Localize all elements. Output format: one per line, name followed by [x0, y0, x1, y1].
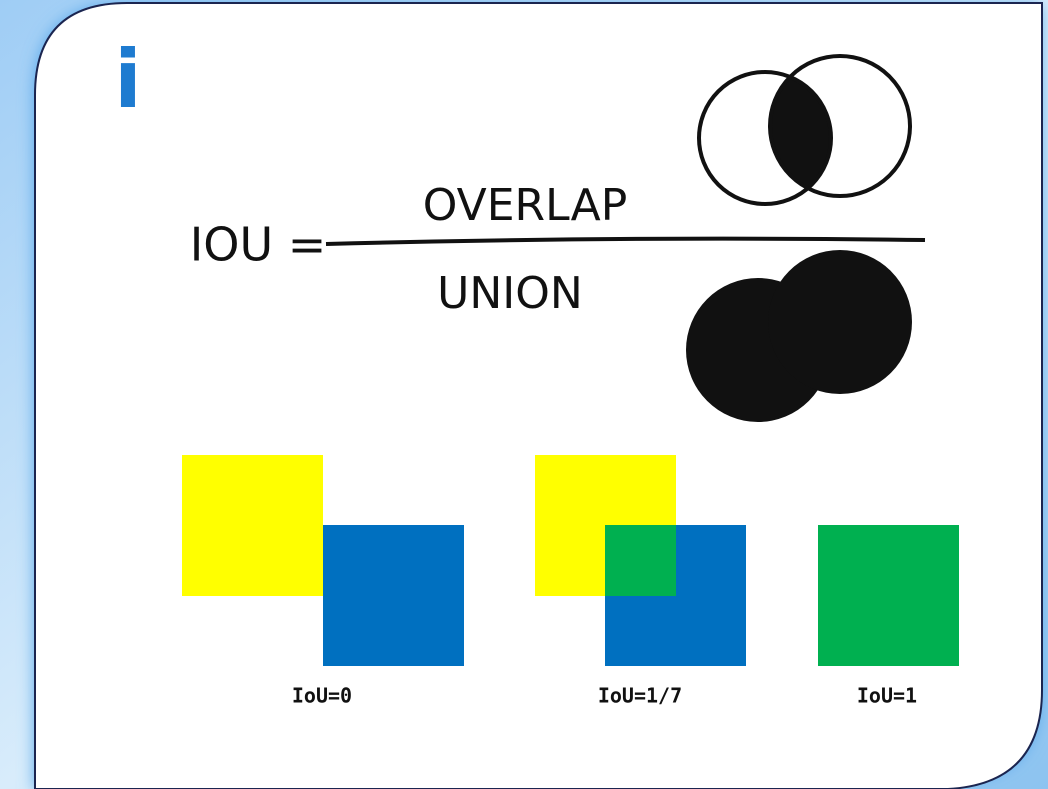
box-a — [182, 455, 323, 596]
formula-numerator: OVERLAP — [423, 180, 628, 231]
box-identical — [818, 525, 959, 666]
box-overlap — [605, 525, 676, 596]
info-icon: i — [114, 33, 141, 126]
example-label: IoU=1 — [857, 684, 917, 708]
box-b — [323, 525, 464, 666]
slide: i IOU = OVERLAP UNION IoU=0 IoU=1/7 IoU=… — [0, 0, 1048, 789]
example-label: IoU=1/7 — [598, 684, 682, 708]
example-label: IoU=0 — [292, 684, 352, 708]
card — [35, 3, 1042, 789]
formula-denominator: UNION — [437, 268, 583, 319]
formula-lhs: IOU = — [190, 218, 327, 272]
union-region — [768, 250, 912, 394]
